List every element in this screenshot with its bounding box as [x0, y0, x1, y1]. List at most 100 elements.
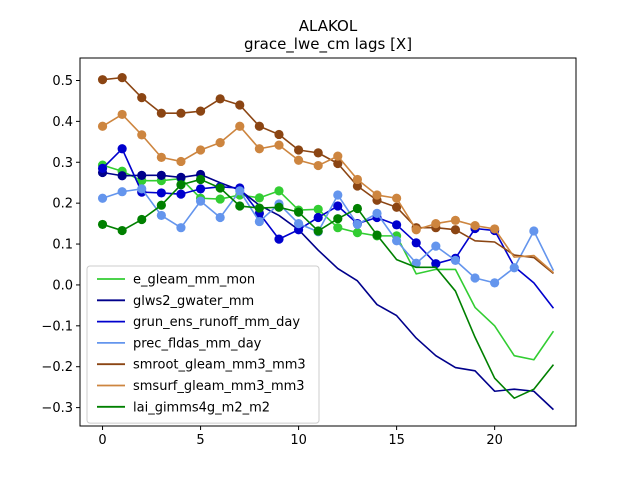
data-point: [490, 278, 500, 288]
data-point: [156, 210, 166, 221]
data-point: [117, 73, 127, 83]
data-point: [176, 180, 186, 190]
data-point: [293, 219, 304, 229]
data-point: [372, 190, 382, 200]
x-tick-label: 5: [196, 433, 204, 448]
legend-label: glws2_gwater_mm: [133, 294, 254, 309]
data-point: [313, 212, 323, 223]
data-point: [293, 155, 304, 165]
data-point: [372, 230, 382, 240]
data-point: [195, 174, 206, 185]
data-point: [137, 93, 147, 103]
data-point: [411, 225, 421, 235]
data-point: [333, 214, 343, 224]
data-point: [392, 220, 402, 230]
data-point: [450, 255, 461, 265]
data-point: [235, 121, 245, 131]
data-point: [529, 226, 539, 236]
legend-label: lai_gimms4g_m2_m2: [133, 400, 270, 415]
data-point: [431, 219, 441, 229]
data-point: [274, 186, 284, 196]
plot-area: [97, 73, 555, 411]
data-point: [156, 152, 166, 162]
data-point: [274, 234, 284, 244]
legend-box: [86, 265, 320, 424]
data-point: [470, 273, 480, 283]
x-tick-label: 15: [388, 433, 405, 448]
axes-frame: [79, 57, 577, 427]
data-point: [333, 190, 343, 200]
data-point: [215, 138, 225, 148]
chart-subtitle: grace_lwe_cm lags [X]: [244, 35, 412, 54]
data-point: [411, 258, 421, 268]
series-line-lai_gimms4g_m2_m2: [102, 178, 555, 400]
data-point: [293, 207, 304, 217]
data-point: [254, 144, 264, 154]
data-point: [352, 174, 363, 185]
data-point: [274, 129, 284, 140]
data-point: [156, 200, 166, 210]
data-point: [450, 215, 461, 225]
legend: e_gleam_mm_mon glws2_gwater_mm grun_ens_ru…: [86, 265, 320, 424]
data-point: [333, 151, 343, 161]
data-point: [97, 193, 108, 203]
y-tick-label: 0.5: [52, 74, 73, 89]
data-point: [392, 202, 402, 212]
data-point: [235, 201, 245, 211]
chart-title: ALAKOL: [299, 17, 358, 35]
data-point: [411, 238, 421, 248]
y-tick-label: 0.0: [52, 278, 73, 293]
data-point: [195, 184, 206, 194]
data-point: [372, 208, 382, 218]
legend-label: smroot_gleam_mm3_mm3: [133, 358, 306, 373]
data-point: [313, 148, 323, 158]
data-point: [117, 225, 127, 236]
data-point: [450, 225, 461, 235]
data-point: [215, 212, 225, 223]
y-tick-label: −0.2: [41, 360, 73, 375]
data-point: [470, 221, 480, 231]
y-tick-label: 0.4: [52, 115, 73, 130]
data-point: [352, 203, 363, 214]
y-tick-label: −0.3: [41, 401, 73, 416]
x-tick-label: 20: [486, 433, 503, 448]
y-tick-label: −0.1: [41, 319, 73, 334]
data-point: [254, 203, 264, 213]
data-point: [313, 204, 323, 214]
data-point: [176, 172, 186, 182]
x-tick-label: 0: [98, 433, 106, 448]
data-point: [195, 196, 206, 206]
data-point: [117, 144, 127, 154]
data-point: [313, 160, 323, 171]
data-point: [431, 259, 441, 269]
data-point: [137, 170, 147, 180]
data-point: [333, 223, 343, 233]
data-point: [117, 109, 127, 120]
series-markers-lai_gimms4g_m2_m2: [97, 174, 382, 240]
data-point: [352, 219, 363, 230]
data-point: [97, 219, 108, 230]
data-point: [137, 130, 147, 140]
data-point: [117, 171, 127, 181]
data-point: [176, 223, 186, 233]
data-point: [137, 184, 147, 194]
axes: 0 5 10 15 20 −0.3 −0.2 −0.1 0.0 0.1 0.2 0.3 0.4 0.5: [41, 57, 577, 448]
y-tick-label: 0.2: [52, 197, 73, 212]
data-point: [254, 193, 264, 203]
data-point: [235, 186, 245, 196]
data-point: [97, 163, 108, 173]
data-point: [313, 226, 323, 236]
data-point: [333, 158, 343, 169]
data-point: [97, 75, 108, 85]
data-point: [156, 108, 166, 118]
data-point: [156, 188, 166, 198]
data-point: [254, 121, 264, 131]
data-point: [215, 183, 225, 193]
data-point: [352, 181, 363, 191]
series-markers-smsurf_gleam_mm3_mm3: [97, 109, 500, 235]
data-point: [117, 187, 127, 197]
legend-label: grun_ens_runoff_mm_day: [133, 315, 300, 330]
data-point: [352, 228, 363, 238]
data-point: [137, 214, 147, 225]
